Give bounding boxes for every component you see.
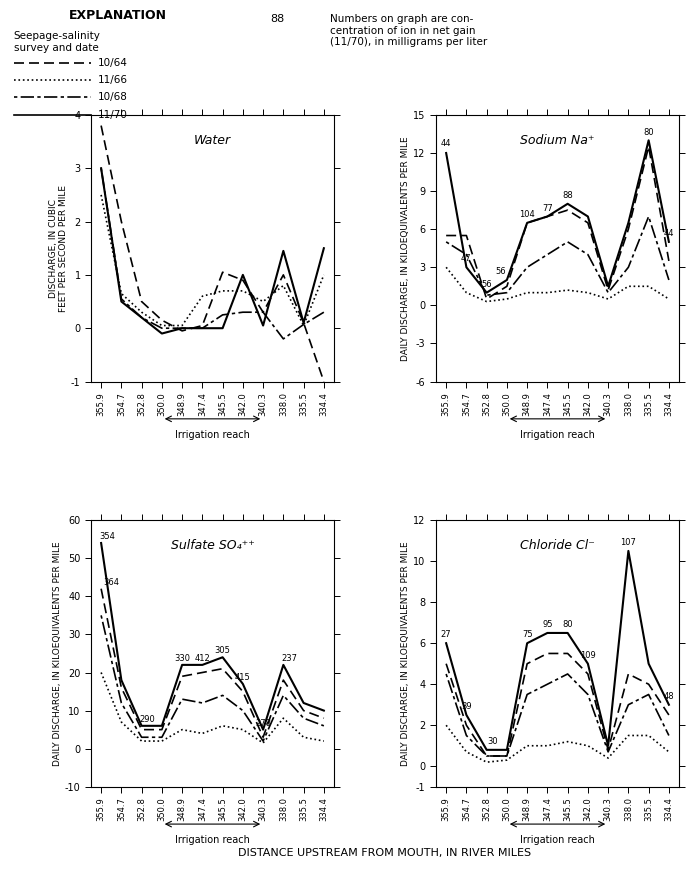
Text: Irrigation reach: Irrigation reach [520, 430, 595, 439]
Text: 290: 290 [140, 715, 155, 724]
Text: 330: 330 [174, 654, 190, 663]
Text: Seepage-salinity
survey and date: Seepage-salinity survey and date [14, 31, 101, 53]
Text: Sodium Na⁺: Sodium Na⁺ [520, 133, 595, 147]
Text: 56: 56 [482, 280, 492, 289]
Text: 44: 44 [664, 229, 674, 238]
Text: Sulfate SO₄⁺⁺: Sulfate SO₄⁺⁺ [171, 539, 254, 552]
Text: 39: 39 [461, 702, 472, 711]
Text: 415: 415 [235, 673, 251, 682]
Text: 237: 237 [281, 654, 298, 663]
Text: Irrigation reach: Irrigation reach [175, 430, 250, 439]
Text: 364: 364 [103, 578, 119, 587]
Text: 30: 30 [487, 736, 498, 746]
Text: Irrigation reach: Irrigation reach [520, 834, 595, 845]
Text: DISTANCE UPSTREAM FROM MOUTH, IN RIVER MILES: DISTANCE UPSTREAM FROM MOUTH, IN RIVER M… [239, 848, 531, 858]
Text: Irrigation reach: Irrigation reach [175, 834, 250, 845]
Y-axis label: DAILY DISCHARGE, IN KILOEQUIVALENTS PER MILE: DAILY DISCHARGE, IN KILOEQUIVALENTS PER … [402, 541, 410, 766]
Text: 75: 75 [522, 630, 533, 639]
Text: Numbers on graph are con-
centration of ion in net gain
(11/70), in milligrams p: Numbers on graph are con- centration of … [330, 14, 487, 47]
Text: 44: 44 [441, 139, 452, 148]
Text: 11/66: 11/66 [98, 75, 127, 85]
Text: 88: 88 [270, 14, 284, 24]
Text: Chloride Cl⁻: Chloride Cl⁻ [520, 539, 595, 552]
Text: 77: 77 [542, 203, 553, 213]
Text: 80: 80 [643, 127, 654, 136]
Text: 27: 27 [441, 630, 452, 639]
Text: EXPLANATION: EXPLANATION [69, 9, 167, 22]
Y-axis label: DAILY DISCHARGE, IN KILOEQUIVALENTS PER MILE: DAILY DISCHARGE, IN KILOEQUIVALENTS PER … [402, 136, 410, 361]
Text: 95: 95 [542, 620, 552, 629]
Text: 11/70: 11/70 [98, 110, 127, 119]
Y-axis label: DISCHARGE, IN CUBIC
FEET PER SECOND PER MILE: DISCHARGE, IN CUBIC FEET PER SECOND PER … [49, 185, 68, 312]
Text: 354: 354 [99, 532, 115, 541]
Y-axis label: DAILY DISCHARGE, IN KILOEQUIVALENTS PER MILE: DAILY DISCHARGE, IN KILOEQUIVALENTS PER … [53, 541, 62, 766]
Text: 412: 412 [195, 654, 210, 663]
Text: 10/68: 10/68 [98, 92, 127, 103]
Text: 48: 48 [664, 691, 674, 701]
Text: 80: 80 [562, 620, 573, 629]
Text: 109: 109 [580, 651, 596, 659]
Text: 10/64: 10/64 [98, 57, 127, 68]
Text: Water: Water [194, 133, 231, 147]
Text: 88: 88 [562, 191, 573, 200]
Text: 47: 47 [461, 255, 472, 263]
Text: 305: 305 [215, 646, 230, 655]
Text: 107: 107 [620, 537, 636, 547]
Text: 278: 278 [255, 719, 271, 728]
Text: 56: 56 [496, 267, 506, 276]
Text: 104: 104 [519, 210, 535, 219]
